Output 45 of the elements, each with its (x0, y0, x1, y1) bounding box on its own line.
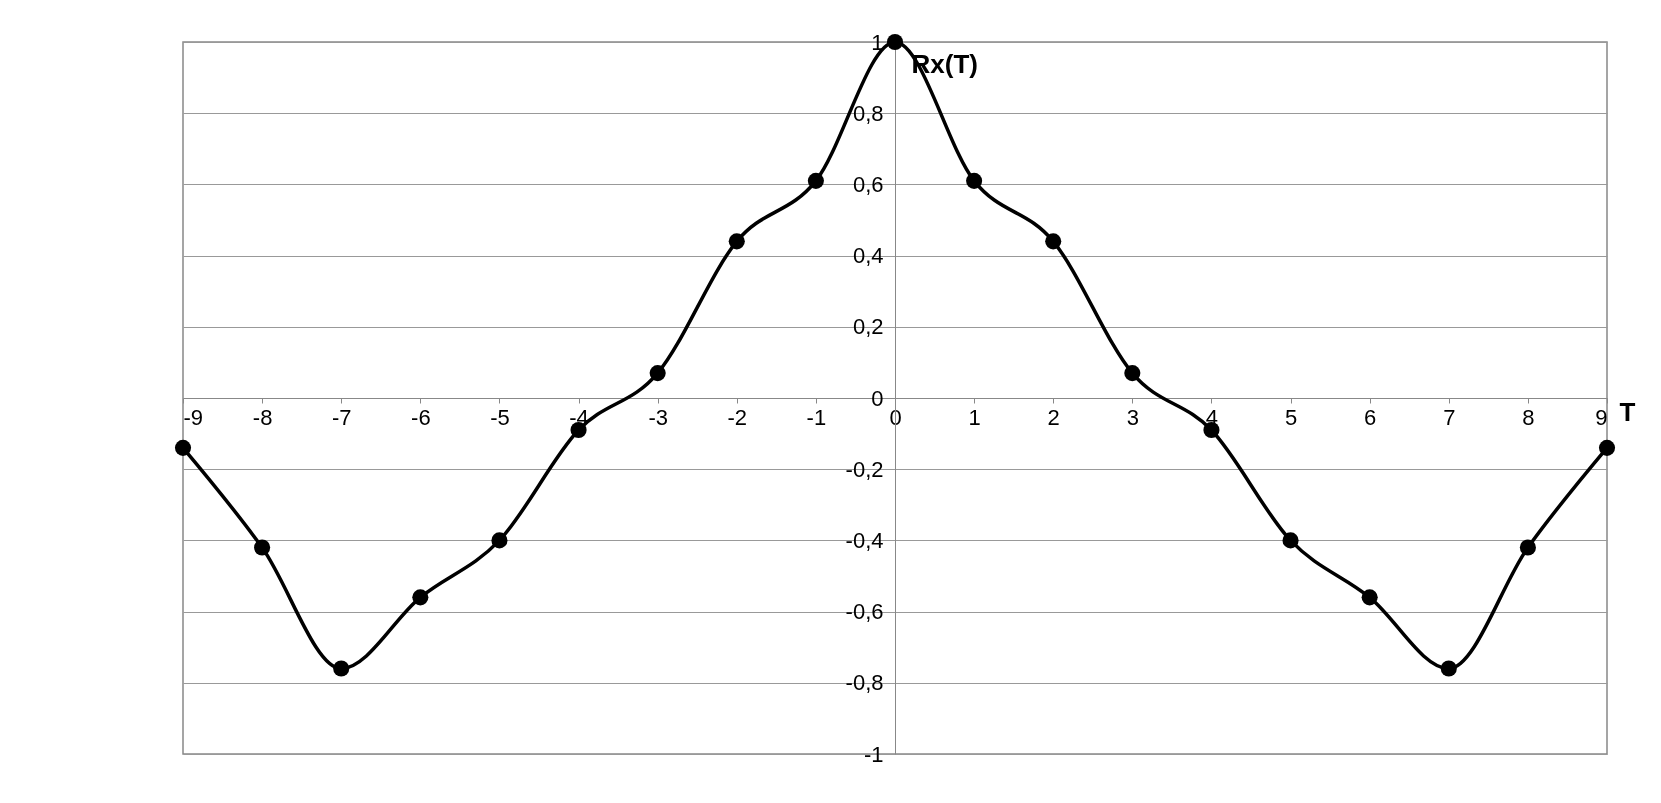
point (1361, 589, 1378, 606)
x-tick-label: 9 (1595, 404, 1608, 430)
x-tick-label: 5 (1284, 404, 1298, 430)
x-tick-label: -8 (252, 404, 273, 430)
y-tick-label: 0,2 (852, 314, 884, 340)
y-tick-label: -0,4 (845, 527, 884, 553)
point (1124, 365, 1141, 382)
y-tick-label: -0,8 (845, 670, 884, 696)
x-axis-title: T (1619, 396, 1636, 427)
point (807, 172, 824, 189)
x-tick-label: -6 (411, 404, 431, 430)
x-tick-label: 2 (1047, 404, 1060, 430)
x-tick-label: -7 (331, 404, 352, 430)
x-tick-label: -2 (727, 404, 748, 430)
point (1045, 233, 1062, 250)
x-tick-label: 3 (1126, 404, 1139, 430)
y-tick-label: 0 (871, 385, 884, 411)
point (333, 660, 350, 677)
x-tick-label: -3 (648, 404, 668, 430)
point (886, 33, 904, 51)
x-tick-label: 8 (1522, 404, 1535, 430)
point (174, 439, 192, 456)
point (1440, 660, 1457, 677)
x-tick-label: -9 (183, 404, 204, 430)
y-tick-label: 0,6 (852, 171, 884, 197)
point (966, 172, 983, 189)
point (649, 365, 666, 382)
x-tick-label: 6 (1364, 404, 1377, 430)
point (1282, 532, 1299, 549)
point (728, 233, 745, 250)
point (254, 539, 271, 556)
point (1598, 439, 1616, 456)
x-tick-label: 7 (1443, 404, 1456, 430)
y-tick-label: -0,6 (845, 599, 884, 625)
x-tick-label: -1 (806, 404, 827, 430)
y-tick-label: -0,2 (845, 456, 884, 482)
point (491, 532, 508, 549)
x-tick-label: -5 (490, 404, 510, 430)
y-tick-label: 0,4 (852, 243, 884, 269)
y-tick-label: -1 (863, 741, 884, 767)
y-tick-label: 0,8 (852, 100, 884, 126)
point (1519, 539, 1536, 556)
y-tick-label: 1 (871, 29, 884, 55)
point (412, 589, 429, 606)
x-tick-label: 1 (968, 404, 981, 430)
